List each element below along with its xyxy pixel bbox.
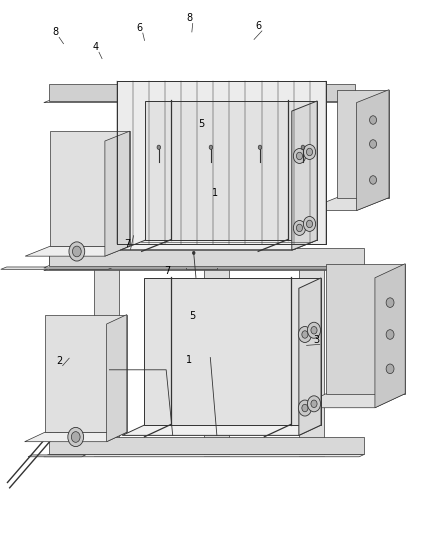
Circle shape — [304, 144, 316, 159]
Polygon shape — [1, 267, 114, 269]
Text: 6: 6 — [255, 21, 261, 30]
Circle shape — [293, 221, 306, 236]
Text: 8: 8 — [186, 13, 192, 23]
Circle shape — [69, 242, 85, 261]
Circle shape — [258, 145, 262, 149]
Polygon shape — [25, 432, 127, 442]
Circle shape — [302, 405, 308, 412]
Polygon shape — [105, 131, 130, 256]
Text: 1: 1 — [212, 188, 218, 198]
Polygon shape — [375, 264, 405, 408]
Polygon shape — [187, 84, 217, 269]
Circle shape — [209, 145, 213, 149]
Circle shape — [298, 327, 311, 343]
Polygon shape — [44, 455, 364, 457]
Circle shape — [72, 246, 81, 257]
Polygon shape — [25, 246, 130, 256]
Circle shape — [192, 252, 195, 255]
Circle shape — [307, 322, 321, 338]
Polygon shape — [292, 101, 317, 250]
Text: 7: 7 — [164, 266, 170, 276]
Polygon shape — [120, 240, 317, 250]
Polygon shape — [45, 314, 127, 432]
Circle shape — [71, 432, 80, 442]
Text: 6: 6 — [136, 23, 142, 33]
Polygon shape — [145, 101, 317, 240]
Circle shape — [370, 116, 377, 124]
Circle shape — [370, 176, 377, 184]
Circle shape — [301, 145, 305, 149]
Circle shape — [297, 224, 303, 232]
Circle shape — [386, 330, 394, 340]
Polygon shape — [204, 249, 229, 456]
Circle shape — [297, 152, 303, 160]
Polygon shape — [145, 278, 321, 425]
Polygon shape — [44, 265, 364, 268]
Text: 2: 2 — [56, 357, 62, 366]
Polygon shape — [94, 249, 119, 456]
Circle shape — [298, 400, 311, 416]
Circle shape — [307, 148, 313, 156]
Circle shape — [311, 327, 317, 334]
Circle shape — [311, 400, 317, 408]
Polygon shape — [28, 455, 86, 457]
Circle shape — [304, 216, 316, 231]
Circle shape — [68, 427, 84, 447]
Polygon shape — [106, 314, 127, 442]
Text: 5: 5 — [198, 119, 205, 128]
Text: 1: 1 — [186, 355, 192, 365]
Circle shape — [370, 140, 377, 148]
Circle shape — [307, 396, 321, 412]
Polygon shape — [44, 101, 355, 102]
Circle shape — [386, 298, 394, 308]
Polygon shape — [49, 437, 364, 455]
Polygon shape — [337, 90, 389, 198]
Polygon shape — [296, 394, 405, 408]
Text: 3: 3 — [313, 335, 319, 345]
Polygon shape — [49, 248, 364, 265]
Polygon shape — [49, 84, 355, 101]
Circle shape — [386, 364, 394, 374]
Polygon shape — [357, 90, 389, 211]
Polygon shape — [117, 81, 326, 244]
Text: 7: 7 — [124, 239, 130, 249]
Polygon shape — [299, 278, 321, 435]
Polygon shape — [49, 252, 355, 269]
Polygon shape — [122, 425, 321, 435]
Polygon shape — [326, 264, 405, 394]
Polygon shape — [50, 131, 130, 246]
Polygon shape — [304, 198, 389, 211]
Circle shape — [157, 145, 161, 149]
Text: 8: 8 — [53, 27, 59, 37]
Polygon shape — [299, 249, 324, 456]
Circle shape — [293, 149, 306, 164]
Text: 5: 5 — [189, 311, 195, 320]
Circle shape — [307, 220, 313, 228]
Circle shape — [302, 331, 308, 338]
Text: 4: 4 — [92, 42, 99, 52]
Polygon shape — [44, 269, 355, 271]
